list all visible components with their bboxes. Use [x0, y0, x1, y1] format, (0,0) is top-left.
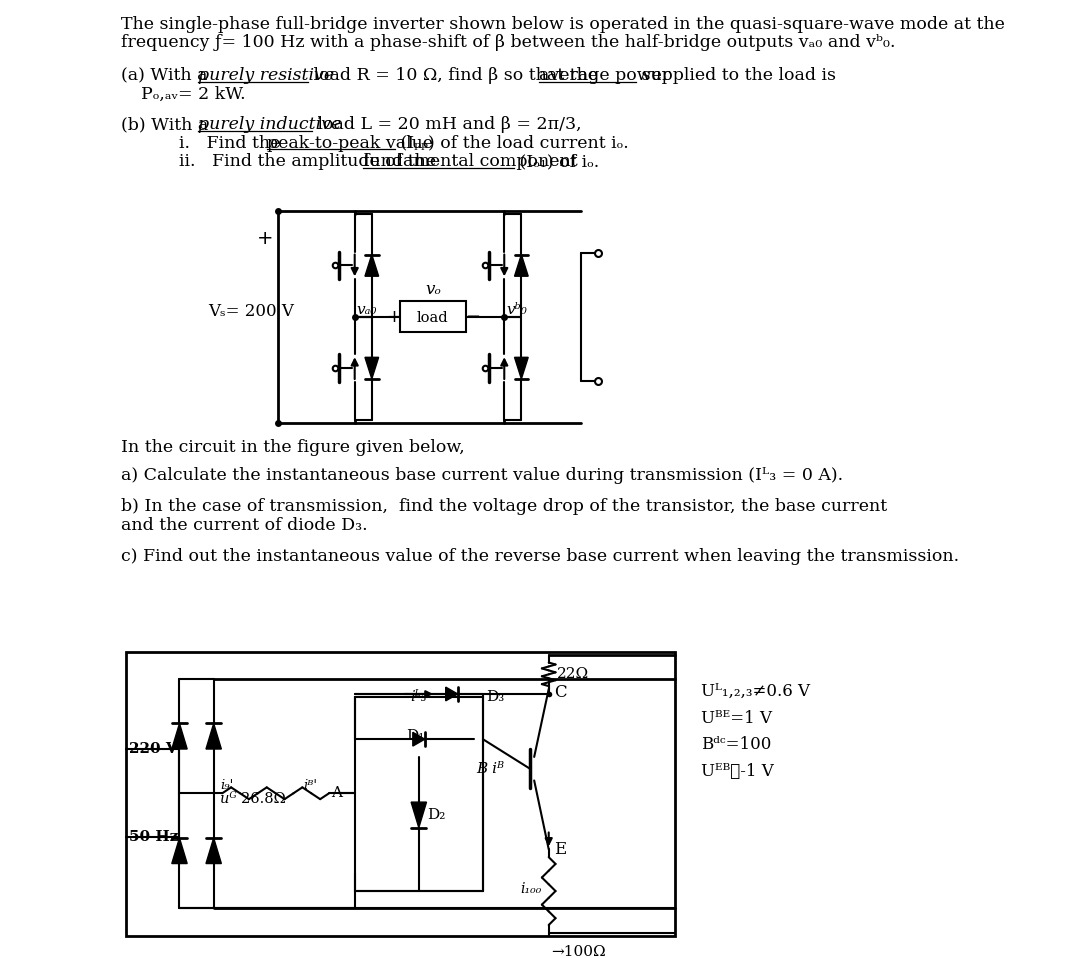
- Text: load L = 20 mH and β = 2π/3,: load L = 20 mH and β = 2π/3,: [312, 116, 582, 133]
- Polygon shape: [413, 732, 424, 746]
- Bar: [400, 301, 465, 332]
- Text: D₃: D₃: [487, 690, 504, 704]
- Text: iᴸ₃: iᴸ₃: [410, 690, 427, 704]
- Polygon shape: [514, 255, 528, 276]
- Text: C: C: [554, 684, 567, 701]
- Text: 220 V: 220 V: [129, 742, 178, 756]
- Text: load R = 10 Ω, find β so that the: load R = 10 Ω, find β so that the: [308, 67, 604, 84]
- Polygon shape: [172, 723, 187, 749]
- Polygon shape: [365, 357, 379, 379]
- Text: ii.   Find the amplitude of the: ii. Find the amplitude of the: [179, 153, 442, 171]
- Text: (a) With a: (a) With a: [121, 67, 214, 84]
- Text: vᵇ₀: vᵇ₀: [507, 303, 527, 317]
- Text: +: +: [257, 229, 273, 248]
- Text: purely resistive: purely resistive: [199, 67, 335, 84]
- Text: uᴳ: uᴳ: [219, 792, 237, 806]
- Text: peak-to-peak value: peak-to-peak value: [267, 135, 433, 151]
- Text: purely inductive: purely inductive: [199, 116, 341, 133]
- Text: c) Find out the instantaneous value of the reverse base current when leaving the: c) Find out the instantaneous value of t…: [121, 548, 959, 564]
- Text: Pₒ,ₐᵥ= 2 kW.: Pₒ,ₐᵥ= 2 kW.: [141, 85, 245, 103]
- Polygon shape: [206, 838, 221, 863]
- Polygon shape: [206, 723, 221, 749]
- Text: Uᴮᴱ=1 V: Uᴮᴱ=1 V: [701, 710, 772, 727]
- Polygon shape: [365, 255, 379, 276]
- Text: A: A: [330, 787, 341, 800]
- Text: b) In the case of transmission,  find the voltage drop of the transistor, the ba: b) In the case of transmission, find the…: [121, 498, 888, 515]
- Text: The single-phase full-bridge inverter shown below is operated in the quasi-squar: The single-phase full-bridge inverter sh…: [121, 15, 1005, 33]
- Text: (b) With a: (b) With a: [121, 116, 214, 133]
- Text: +: +: [386, 308, 401, 326]
- Text: supplied to the load is: supplied to the load is: [636, 67, 836, 84]
- Polygon shape: [172, 838, 187, 863]
- Polygon shape: [446, 687, 458, 701]
- Text: frequency ƒ= 100 Hz with a phase-shift of β between the half-bridge outputs vₐ₀ : frequency ƒ= 100 Hz with a phase-shift o…: [121, 34, 896, 52]
- Polygon shape: [411, 802, 427, 828]
- Text: E: E: [554, 841, 566, 857]
- Text: average power: average power: [539, 67, 671, 84]
- Polygon shape: [514, 357, 528, 379]
- Text: Uᴸ₁,₂,₃≠0.6 V: Uᴸ₁,₂,₃≠0.6 V: [701, 683, 810, 700]
- Text: i.   Find the: i. Find the: [179, 135, 286, 151]
- Text: D₁: D₁: [406, 729, 424, 743]
- Text: 26.8Ω: 26.8Ω: [241, 792, 286, 806]
- Text: i₉': i₉': [220, 780, 233, 792]
- Text: Vₛ= 200 V: Vₛ= 200 V: [207, 303, 294, 320]
- Text: i₁₀₀: i₁₀₀: [521, 881, 542, 896]
- Text: Uᴱᴮ≅-1 V: Uᴱᴮ≅-1 V: [701, 763, 773, 780]
- Text: D₂: D₂: [428, 808, 446, 822]
- Text: (Iₒ₁) of iₒ.: (Iₒ₁) of iₒ.: [514, 153, 599, 171]
- Text: In the circuit in the figure given below,: In the circuit in the figure given below…: [121, 440, 465, 456]
- Text: →100Ω: →100Ω: [551, 945, 606, 958]
- Text: and the current of diode D₃.: and the current of diode D₃.: [121, 517, 368, 534]
- Text: 22Ω: 22Ω: [557, 668, 590, 681]
- Text: (Iₚₚ) of the load current iₒ.: (Iₚₚ) of the load current iₒ.: [395, 135, 629, 151]
- Bar: [354, 696, 483, 891]
- Text: B iᴮ: B iᴮ: [476, 762, 504, 776]
- Text: Bᵈᶜ=100: Bᵈᶜ=100: [701, 737, 771, 753]
- Text: a) Calculate the instantaneous base current value during transmission (Iᴸ₃ = 0 A: a) Calculate the instantaneous base curr…: [121, 467, 843, 484]
- Text: vₒ: vₒ: [426, 281, 441, 298]
- Text: fundamental component: fundamental component: [363, 153, 578, 171]
- Text: load: load: [417, 311, 448, 326]
- Bar: [126, 651, 675, 936]
- Text: 50 Hz: 50 Hz: [129, 831, 178, 845]
- Text: vₐ₀: vₐ₀: [356, 303, 377, 317]
- Text: −: −: [465, 308, 481, 326]
- Text: iᴮ': iᴮ': [303, 780, 318, 792]
